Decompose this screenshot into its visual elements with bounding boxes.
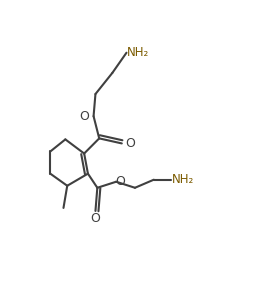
Text: NH₂: NH₂ [172,173,194,186]
Text: O: O [115,175,125,188]
Text: O: O [91,212,100,225]
Text: O: O [125,137,135,150]
Text: O: O [79,110,89,123]
Text: NH₂: NH₂ [127,46,149,59]
